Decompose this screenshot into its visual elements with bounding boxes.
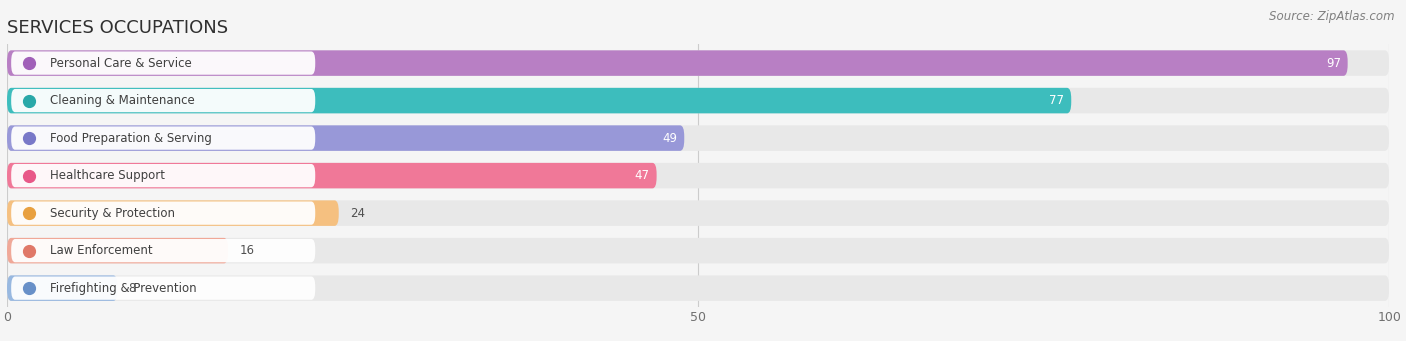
Text: SERVICES OCCUPATIONS: SERVICES OCCUPATIONS [7, 19, 228, 37]
Text: 97: 97 [1326, 57, 1341, 70]
FancyBboxPatch shape [7, 238, 1389, 263]
FancyBboxPatch shape [7, 50, 1389, 76]
Text: 49: 49 [662, 132, 678, 145]
FancyBboxPatch shape [7, 50, 1348, 76]
Text: Firefighting & Prevention: Firefighting & Prevention [49, 282, 197, 295]
FancyBboxPatch shape [11, 202, 315, 225]
FancyBboxPatch shape [7, 276, 1389, 301]
Text: 24: 24 [350, 207, 364, 220]
Text: Cleaning & Maintenance: Cleaning & Maintenance [49, 94, 194, 107]
FancyBboxPatch shape [7, 238, 228, 263]
FancyBboxPatch shape [7, 88, 1389, 113]
Text: Personal Care & Service: Personal Care & Service [49, 57, 191, 70]
Text: 16: 16 [239, 244, 254, 257]
Text: Food Preparation & Serving: Food Preparation & Serving [49, 132, 212, 145]
FancyBboxPatch shape [7, 125, 685, 151]
FancyBboxPatch shape [7, 125, 1389, 151]
FancyBboxPatch shape [7, 201, 1389, 226]
FancyBboxPatch shape [11, 51, 315, 75]
Text: 77: 77 [1049, 94, 1064, 107]
FancyBboxPatch shape [7, 88, 1071, 113]
Text: Law Enforcement: Law Enforcement [49, 244, 152, 257]
Text: 8: 8 [129, 282, 136, 295]
FancyBboxPatch shape [11, 239, 315, 262]
FancyBboxPatch shape [7, 163, 657, 188]
FancyBboxPatch shape [7, 163, 1389, 188]
Text: Healthcare Support: Healthcare Support [49, 169, 165, 182]
FancyBboxPatch shape [7, 276, 118, 301]
Text: Source: ZipAtlas.com: Source: ZipAtlas.com [1270, 10, 1395, 23]
FancyBboxPatch shape [11, 277, 315, 300]
Text: Security & Protection: Security & Protection [49, 207, 174, 220]
Text: 47: 47 [634, 169, 650, 182]
FancyBboxPatch shape [11, 164, 315, 187]
FancyBboxPatch shape [7, 201, 339, 226]
FancyBboxPatch shape [11, 127, 315, 150]
FancyBboxPatch shape [11, 89, 315, 112]
